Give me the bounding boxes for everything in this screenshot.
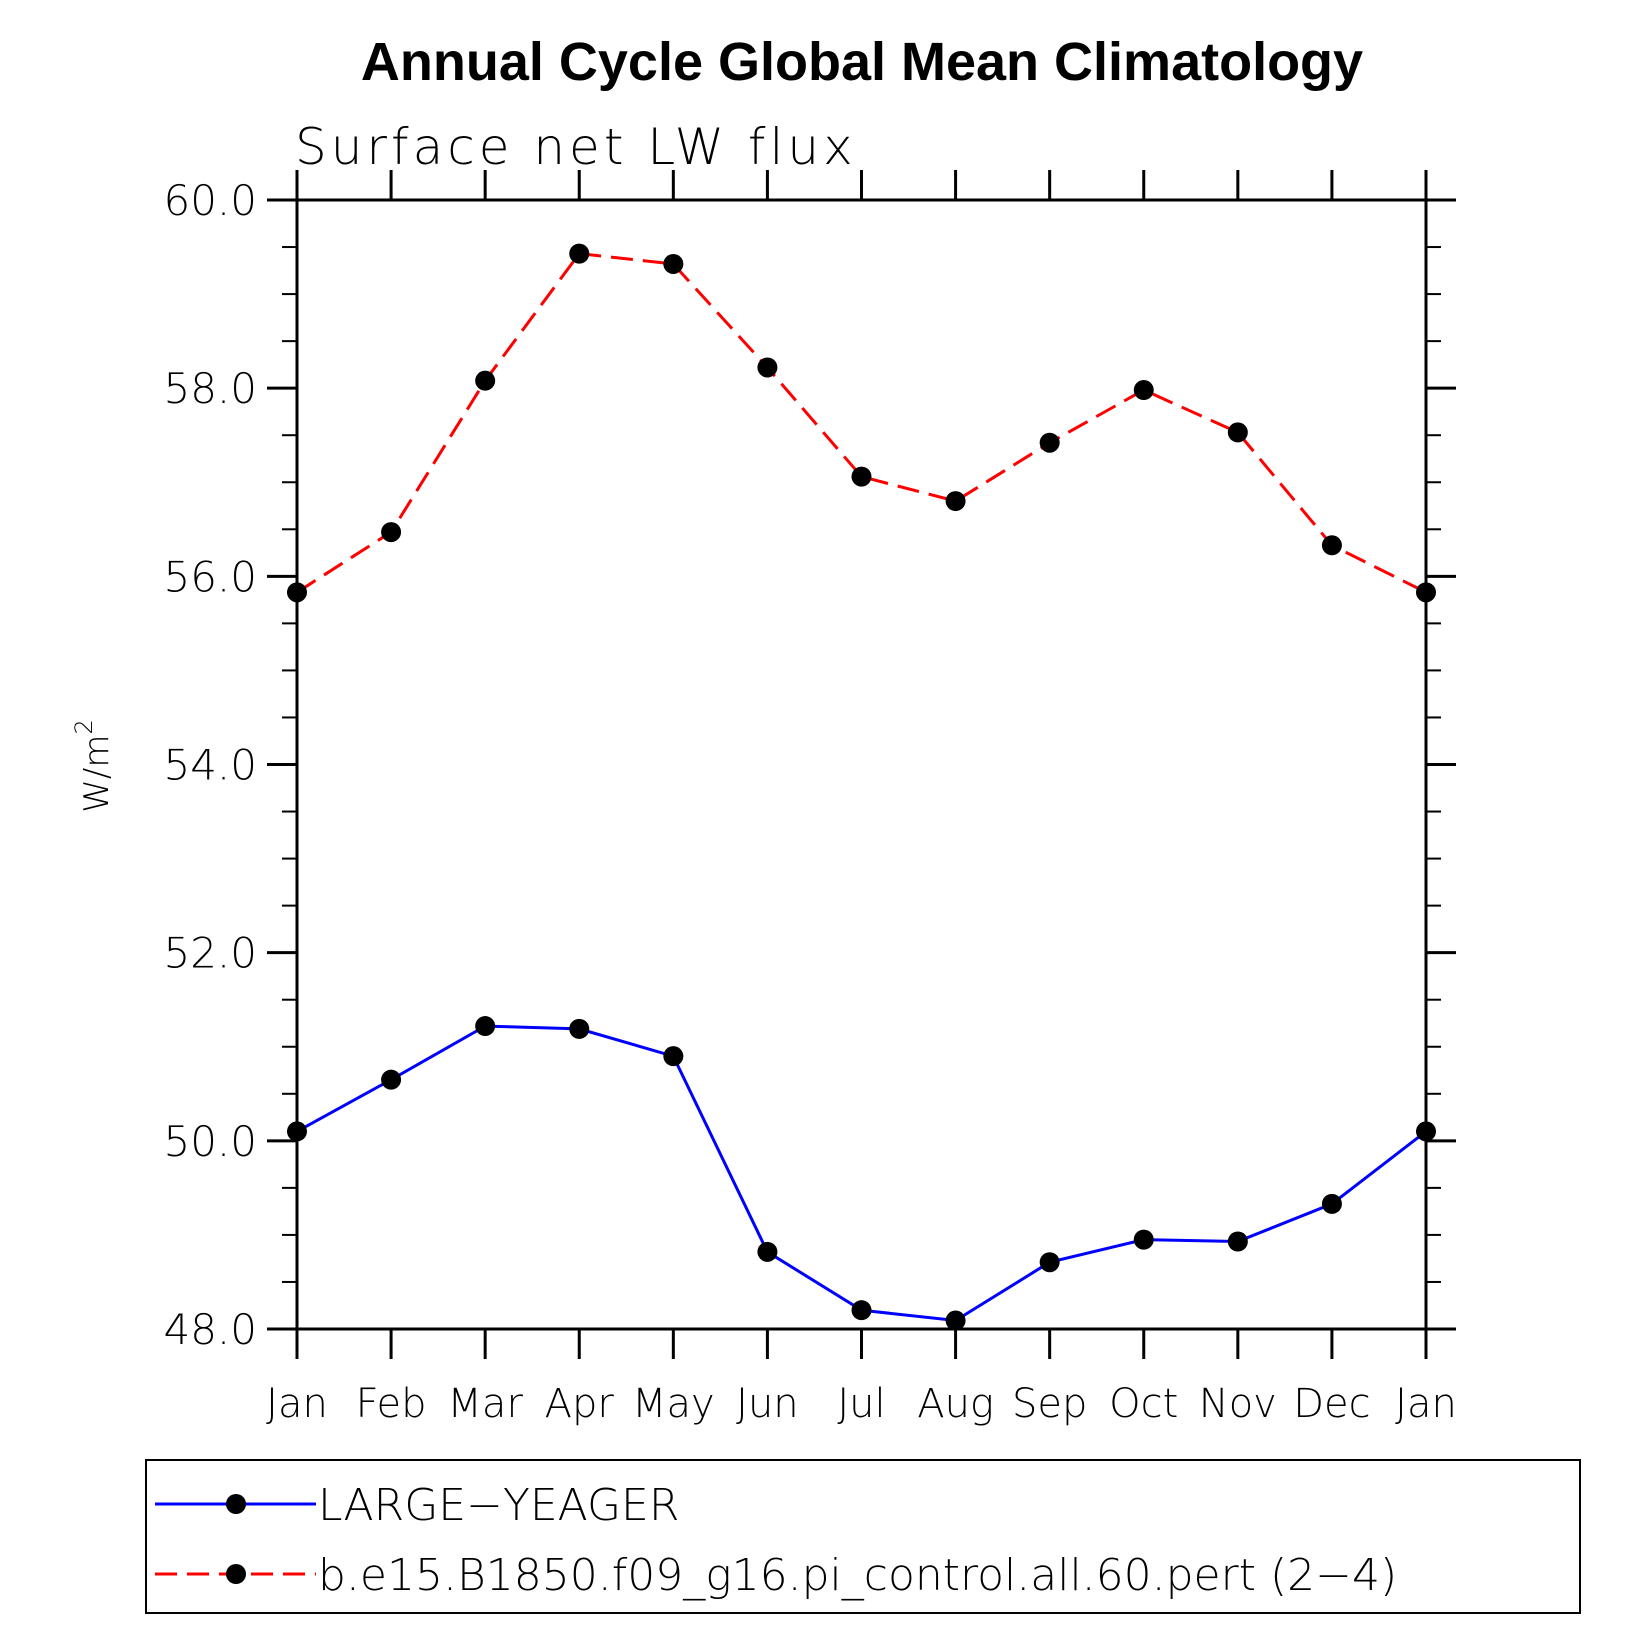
data-point xyxy=(381,522,402,543)
series-lines xyxy=(296,252,1427,1323)
data-point xyxy=(475,1016,496,1037)
x-tick-label: Jan xyxy=(1395,1381,1457,1427)
legend-box xyxy=(145,1459,1581,1614)
x-tick-label: Aug xyxy=(917,1381,994,1427)
data-point xyxy=(757,1241,778,1262)
x-tick-labels: Jan Feb Mar Apr May Jun Jul Aug Sep Oct Nov Dec Jan xyxy=(266,1381,1457,1427)
data-point xyxy=(1416,582,1436,603)
y-tick-label: 50.0 xyxy=(163,1117,257,1166)
x-tick-label: Oct xyxy=(1109,1381,1178,1427)
data-point xyxy=(945,491,966,512)
data-point xyxy=(757,357,778,378)
y-tick-label: 58.0 xyxy=(163,364,257,413)
series-line-1 xyxy=(296,252,1427,594)
data-point xyxy=(663,253,684,274)
x-tick-label: Mar xyxy=(447,1381,523,1427)
data-point xyxy=(1227,1231,1248,1252)
legend-label-1: b.e15.B1850.f09_g16.pi_control.all.60.pe… xyxy=(318,1550,1397,1601)
x-tick-label: Sep xyxy=(1012,1381,1087,1427)
data-point xyxy=(1133,380,1154,401)
x-tick-label: Jul xyxy=(837,1381,885,1427)
y-axis-label: W/m2 xyxy=(70,719,117,812)
data-point xyxy=(1321,1193,1342,1214)
plot-frame xyxy=(295,198,1428,1331)
data-point xyxy=(1039,1252,1060,1273)
y-tick-label: 52.0 xyxy=(163,929,257,978)
data-point xyxy=(1227,422,1248,443)
legend-marker-1 xyxy=(226,1564,246,1584)
x-tick-label: Apr xyxy=(545,1381,615,1427)
x-tick-label: Feb xyxy=(356,1381,427,1427)
series-line-0 xyxy=(296,1024,1427,1323)
data-point xyxy=(851,1300,872,1321)
data-point xyxy=(1321,535,1342,556)
x-tick-label: Jan xyxy=(266,1381,328,1427)
y-tick-label: 56.0 xyxy=(163,552,257,601)
y-axis-label-superscript: 2 xyxy=(70,719,98,734)
data-point xyxy=(663,1046,684,1067)
y-axis-label-text: W/m xyxy=(77,735,117,813)
x-tick-label: Dec xyxy=(1293,1381,1370,1427)
y-tick-label: 54.0 xyxy=(163,741,257,790)
legend-marker-0 xyxy=(226,1494,246,1514)
chart-title: Annual Cycle Global Mean Climatology xyxy=(361,32,1363,92)
axis-ticks xyxy=(267,170,1456,1359)
x-tick-label: Nov xyxy=(1199,1381,1277,1427)
series-points xyxy=(287,243,1436,1331)
legend: LARGE−YEAGER b.e15.B1850.f09_g16.pi_contr… xyxy=(145,1459,1581,1614)
data-point xyxy=(945,1310,966,1331)
x-tick-label: May xyxy=(632,1381,715,1427)
data-point xyxy=(287,1121,307,1142)
data-point xyxy=(569,1018,590,1039)
data-point xyxy=(851,466,872,487)
x-tick-label: Jun xyxy=(736,1381,799,1427)
data-point xyxy=(1039,432,1060,453)
data-point xyxy=(287,582,307,603)
data-point xyxy=(1133,1229,1154,1250)
chart-subtitle: Surface net LW flux xyxy=(295,118,857,176)
data-point xyxy=(1416,1121,1436,1142)
y-tick-label: 48.0 xyxy=(163,1305,257,1354)
y-tick-labels: 48.0 50.0 52.0 54.0 56.0 58.0 60.0 xyxy=(163,176,257,1354)
svg-text:W/m2: W/m2 xyxy=(70,719,117,812)
legend-label-0: LARGE−YEAGER xyxy=(318,1480,679,1531)
data-point xyxy=(475,370,496,391)
y-tick-label: 60.0 xyxy=(163,176,257,225)
data-point xyxy=(569,243,590,264)
data-point xyxy=(381,1069,402,1090)
